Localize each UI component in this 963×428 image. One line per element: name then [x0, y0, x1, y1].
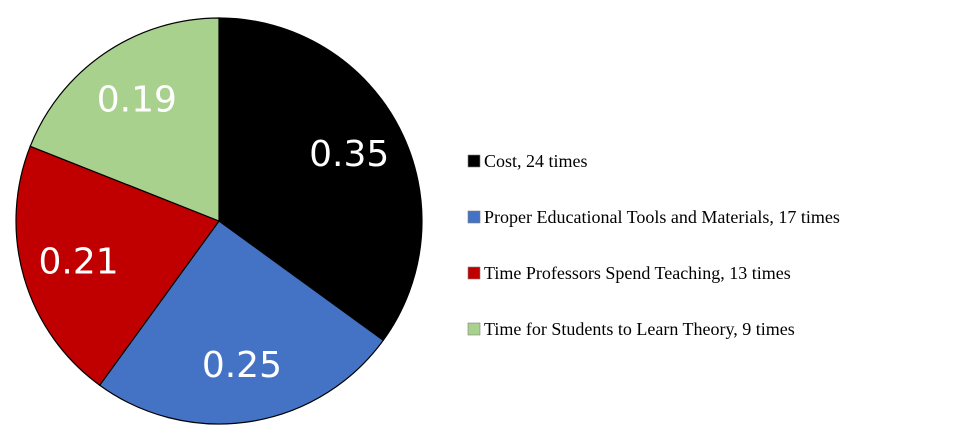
- pie-data-label: 0.19: [97, 80, 177, 121]
- legend: Cost, 24 times Proper Educational Tools a…: [467, 151, 840, 339]
- pie-data-label: 0.21: [39, 241, 119, 282]
- pie-data-label: 0.35: [309, 134, 389, 175]
- pie-slice: [218, 17, 423, 342]
- legend-swatch: [467, 322, 481, 336]
- legend-swatch: [467, 266, 481, 280]
- legend-item: Time Professors Spend Teaching, 13 times: [467, 263, 791, 283]
- legend-swatch: [467, 210, 481, 224]
- legend-item: Time for Students to Learn Theory, 9 tim…: [467, 319, 795, 339]
- legend-item: Cost, 24 times: [467, 151, 588, 171]
- pie-data-label: 0.25: [202, 345, 282, 386]
- pie-slice: [98, 220, 385, 425]
- legend-label: Time for Students to Learn Theory, 9 tim…: [484, 319, 795, 339]
- legend-label: Cost, 24 times: [484, 151, 588, 171]
- legend-label: Proper Educational Tools and Materials, …: [484, 207, 840, 227]
- pie-slices: [15, 17, 423, 425]
- legend-label: Time Professors Spend Teaching, 13 times: [484, 263, 791, 283]
- pie-data-labels: 0.35 0.25 0.21 0.19: [39, 80, 390, 386]
- pie-slice: [15, 145, 220, 387]
- legend-swatch: [467, 154, 481, 168]
- pie-slice: [29, 17, 220, 222]
- legend-item: Proper Educational Tools and Materials, …: [467, 207, 840, 227]
